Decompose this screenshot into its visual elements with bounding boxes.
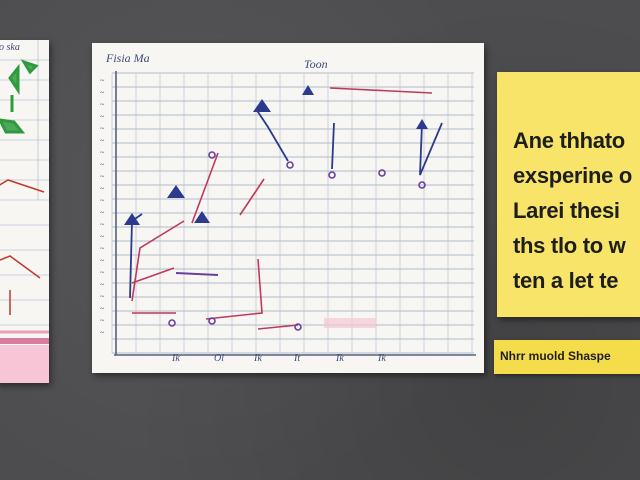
chart-marker	[194, 211, 210, 223]
y-tick-mark: ~	[100, 268, 105, 277]
chart-title-left: Fisia Ma	[106, 51, 150, 65]
y-tick-mark: ~	[100, 172, 105, 181]
chart-marker	[208, 317, 216, 325]
chart-title-right: Toon	[304, 57, 328, 71]
chart-series-line	[175, 272, 219, 276]
chart-series-line	[205, 258, 263, 320]
y-tick-mark: ~	[100, 244, 105, 253]
y-tick-mark: ~	[100, 112, 105, 121]
left-sheet-drawing	[0, 40, 49, 383]
y-tick-mark: ~	[100, 184, 105, 193]
chart-marker	[286, 161, 294, 169]
chart-series-line	[239, 178, 265, 216]
x-tick-label: Ik	[172, 353, 180, 364]
chart-marker	[378, 169, 386, 177]
y-tick-mark: ~	[100, 232, 105, 241]
chart-series-line	[419, 122, 443, 176]
y-tick-mark: ~	[100, 328, 105, 337]
chart-series-line	[257, 324, 299, 330]
chart-series-line	[131, 267, 175, 284]
y-tick-mark: ~	[100, 136, 105, 145]
chart-series-line	[331, 122, 335, 170]
y-tick-mark: ~	[100, 304, 105, 313]
x-tick-label: Ik	[336, 353, 344, 364]
sticky-note-line: ths tlo to w	[513, 233, 626, 258]
x-tick-label: Ik	[378, 353, 386, 364]
sticky-note-line: exsperine o	[513, 163, 632, 188]
y-tick-mark: ~	[100, 280, 105, 289]
chart-marker	[302, 85, 314, 95]
chart-series-line	[329, 87, 433, 94]
highlight-mark	[324, 318, 376, 328]
chart-series-line	[131, 220, 185, 302]
sticky-note-line: Ane thhato	[513, 128, 625, 153]
x-tick-label: It	[294, 353, 301, 364]
y-tick-mark: ~	[100, 256, 105, 265]
chart-series-line	[191, 152, 219, 224]
x-tick-label: Ol	[214, 353, 224, 364]
y-tick-mark: ~	[100, 76, 105, 85]
y-tick-mark: ~	[100, 88, 105, 97]
graph-paper-sheet: ~ ~ ~ ~ ~ ~ ~ ~ ~ ~ ~ ~ ~ ~ ~ ~ ~ ~ ~ ~ ~ ~ Fisia Ma Toon Ik O…	[92, 43, 484, 373]
y-tick-mark: ~	[100, 100, 105, 109]
y-tick-mark: ~	[100, 220, 105, 229]
chart-marker	[418, 181, 426, 189]
sticky-note-line: Larei thesi	[513, 198, 620, 223]
x-tick-label: Ik	[254, 353, 262, 364]
left-sheet-header: o ska	[0, 42, 20, 53]
caption-strip: Nhrr muold Shaspe	[494, 340, 640, 374]
sticky-note: Ane thhato exsperine o Larei thesi ths tlo …	[497, 72, 640, 317]
chart-marker	[294, 323, 302, 331]
chart-marker	[124, 213, 140, 225]
chart-marker	[253, 99, 271, 112]
chart-marker	[167, 185, 185, 198]
left-paper-sheet: o ska	[0, 40, 49, 383]
y-tick-mark: ~	[100, 148, 105, 157]
sticky-note-line: ten a let te	[513, 268, 619, 293]
y-tick-mark: ~	[100, 124, 105, 133]
y-tick-mark: ~	[100, 316, 105, 325]
chart-marker	[208, 151, 216, 159]
chart-series-line	[255, 108, 289, 162]
caption-text: Nhrr muold Shaspe	[500, 349, 611, 363]
y-tick-mark: ~	[100, 196, 105, 205]
chart-marker	[328, 171, 336, 179]
chart-marker	[416, 119, 428, 129]
chart-marker	[168, 319, 176, 327]
hand-drawn-line-chart: ~ ~ ~ ~ ~ ~ ~ ~ ~ ~ ~ ~ ~ ~ ~ ~ ~ ~ ~ ~ ~ ~	[100, 71, 476, 356]
y-tick-mark: ~	[100, 292, 105, 301]
y-tick-mark: ~	[100, 208, 105, 217]
y-tick-mark: ~	[100, 160, 105, 169]
